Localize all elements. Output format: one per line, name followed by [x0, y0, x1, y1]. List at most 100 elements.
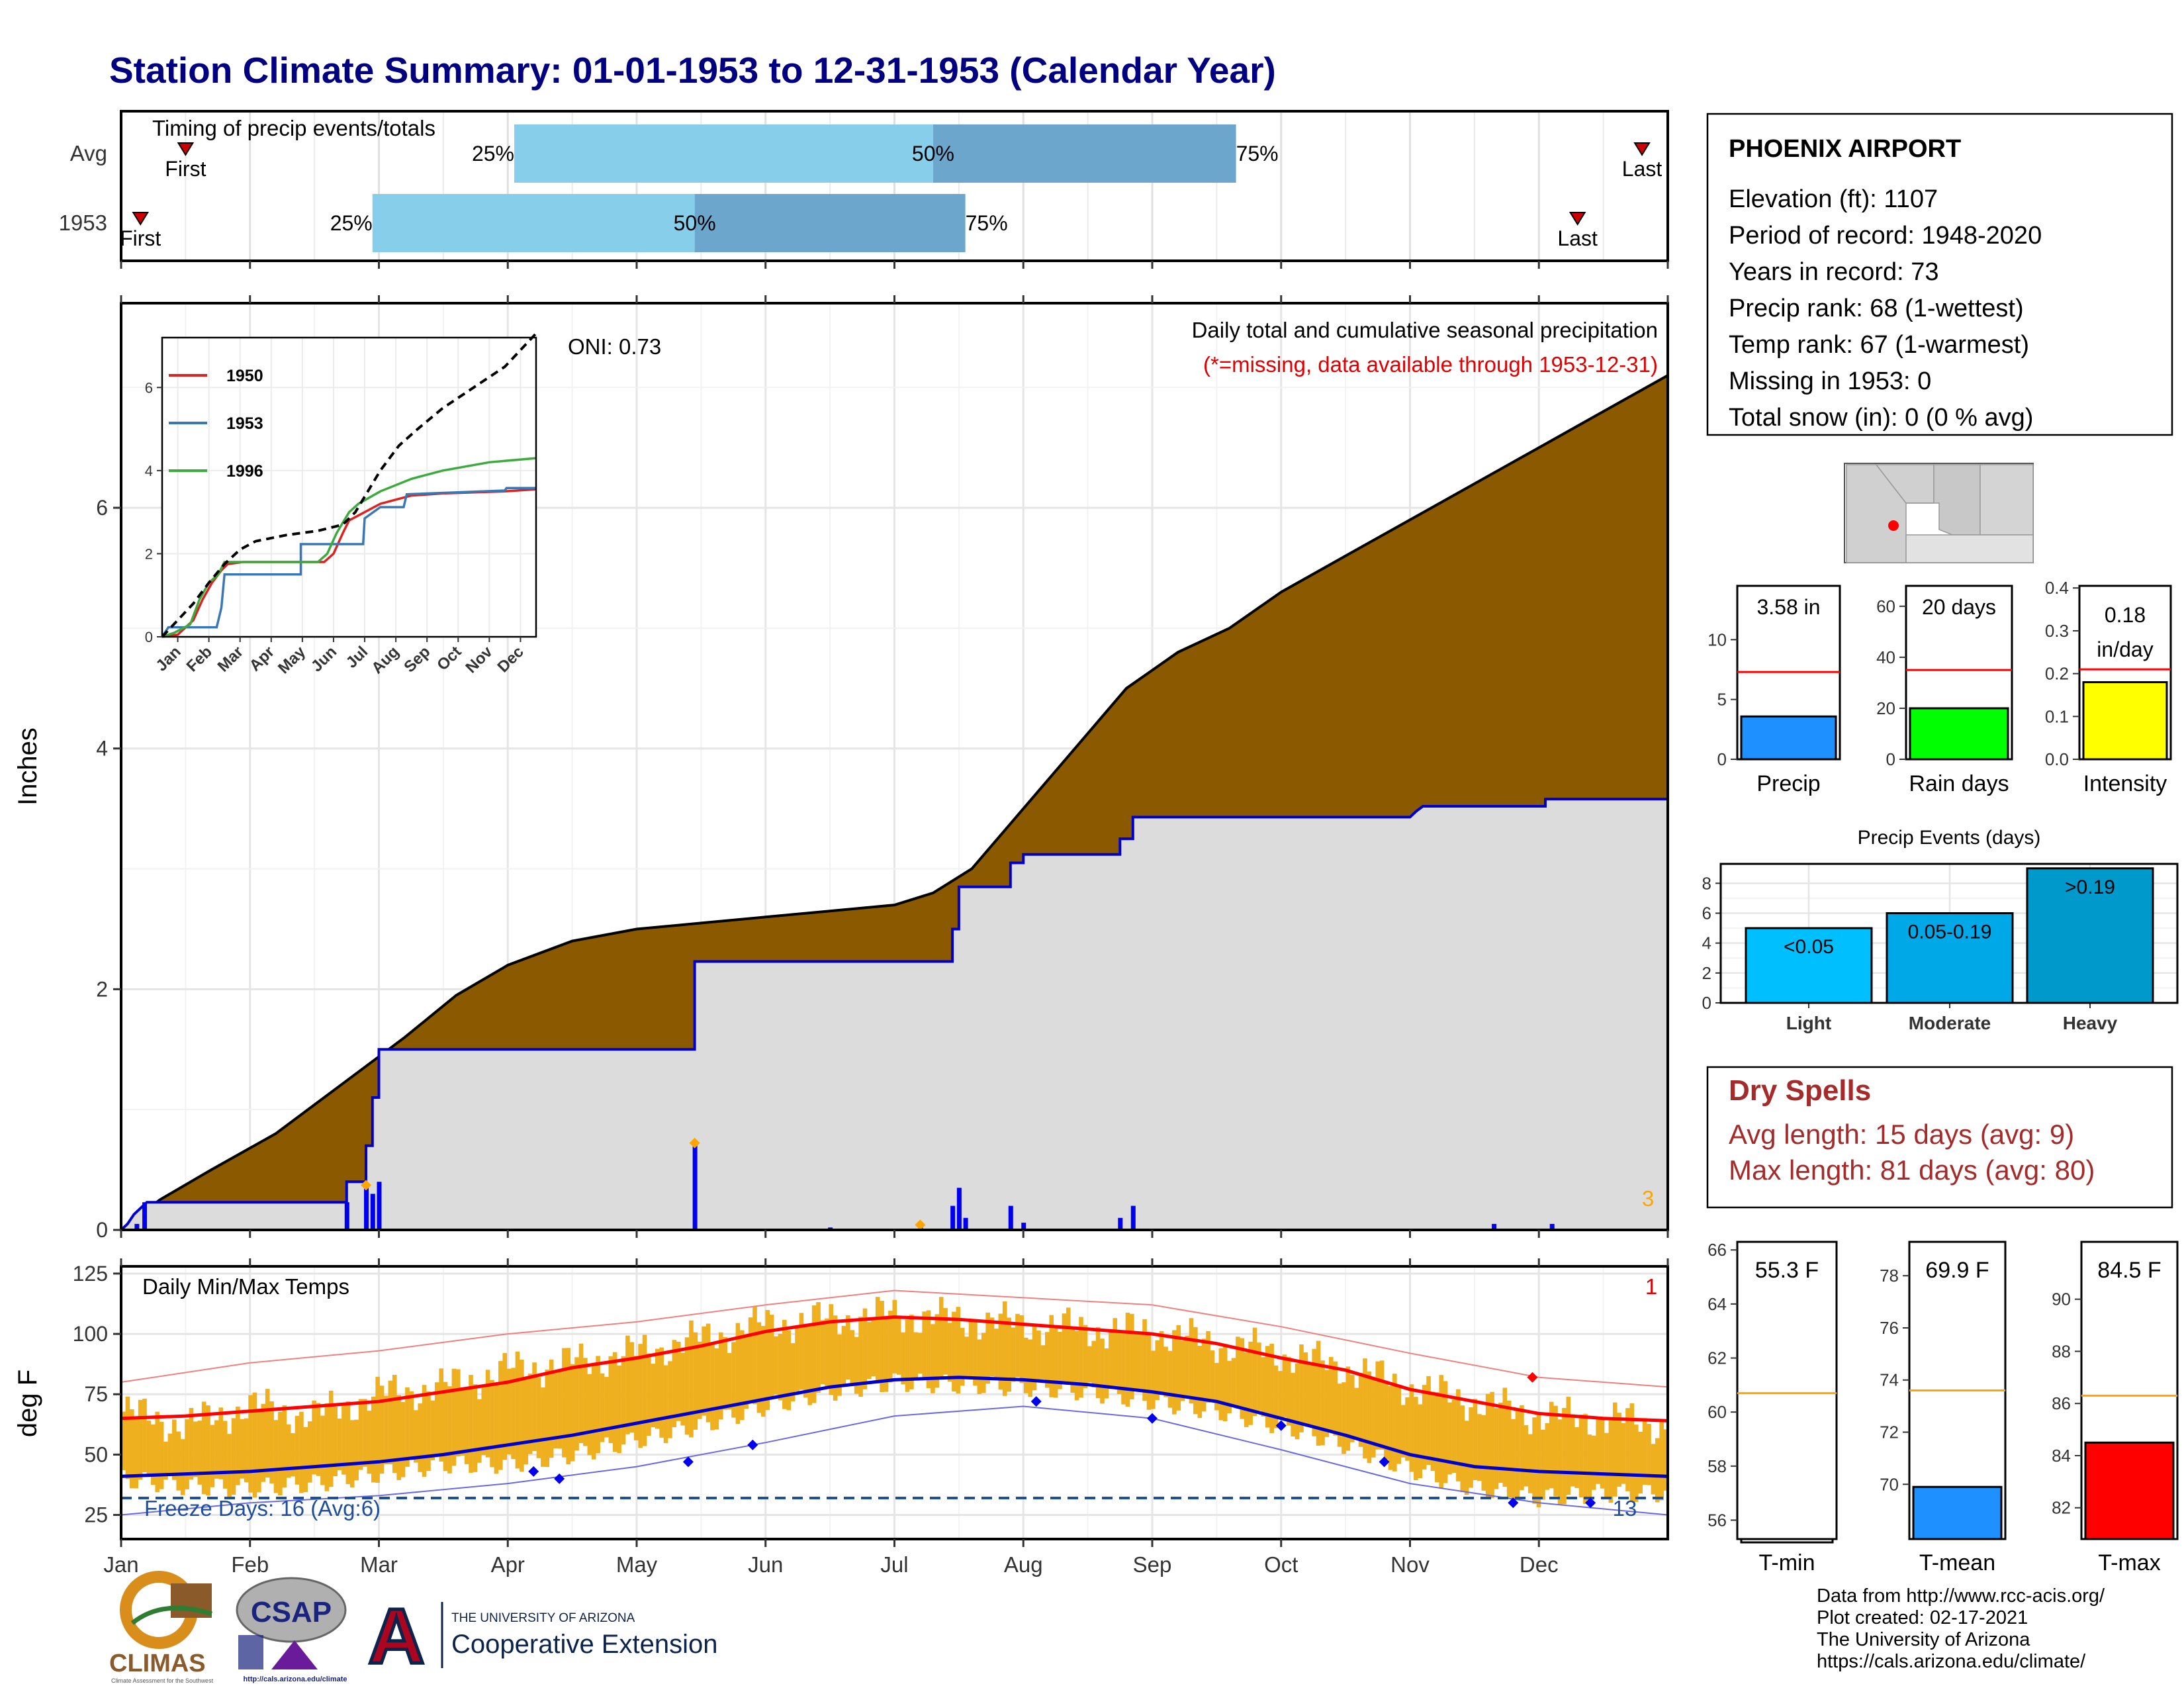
daily-temp-bar [566, 1348, 571, 1465]
year-cumulative-area [121, 799, 1668, 1230]
daily-temp-bar [545, 1369, 550, 1468]
daily-temp-bar [880, 1301, 884, 1392]
daily-temp-bar [549, 1359, 554, 1458]
precip-bar-tick-label: 0.3 [2045, 621, 2069, 641]
daily-temp-bar [1532, 1417, 1537, 1504]
daily-temp-bar [1185, 1335, 1189, 1397]
daily-temp-bar [1121, 1332, 1126, 1405]
daily-temp-bar [748, 1317, 753, 1401]
daily-temp-bar [494, 1383, 499, 1474]
daily-temp-bar [151, 1424, 156, 1485]
daily-temp-bar [1418, 1404, 1423, 1479]
month-tick-label: Dec [1520, 1552, 1559, 1577]
daily-temp-bar [291, 1433, 295, 1477]
precip-bar-fill-2 [2082, 681, 2168, 761]
temp-panel-title: Daily Min/Max Temps [142, 1274, 349, 1299]
daily-temp-bar [1655, 1438, 1660, 1503]
daily-temp-bar [786, 1331, 792, 1411]
daily-temp-bar [570, 1364, 575, 1462]
temp-bar-value-2: 84.5 F [2097, 1258, 2161, 1283]
daily-temp-bar [1520, 1405, 1524, 1491]
daily-temp-bar [405, 1387, 410, 1467]
daily-temp-bar [1058, 1331, 1062, 1389]
inset-y-tick-label: 2 [145, 545, 153, 562]
daily-temp-bar [210, 1425, 215, 1487]
daily-temp-bar [867, 1322, 872, 1380]
daily-temp-bar [973, 1322, 978, 1386]
daily-temp-bar [193, 1421, 198, 1477]
daily-temp-bar [705, 1323, 711, 1423]
daily-temp-bar [829, 1304, 834, 1395]
daily-temp-bar [1248, 1341, 1253, 1425]
timing-label-first: First [120, 226, 161, 250]
daily-temp-bar [295, 1415, 300, 1485]
precip-bar-tick-label: 0.4 [2045, 578, 2069, 598]
daily-temp-bar [1167, 1350, 1173, 1408]
precip-bar-tick-label: 0.1 [2045, 706, 2069, 726]
csap-logo: CSAP http://cals.arizona.edu/climate [236, 1577, 347, 1683]
ua-block-a: A [368, 1593, 424, 1680]
timing-label-50: 50% [912, 142, 954, 165]
daily-temp-bar [825, 1318, 829, 1386]
daily-temp-bar [426, 1391, 431, 1472]
precip-marker [915, 1219, 926, 1231]
daily-temp-bar [1116, 1331, 1122, 1395]
daily-temp-bar [1333, 1361, 1338, 1436]
daily-temp-bar [1049, 1315, 1054, 1397]
daily-temp-bar [1388, 1385, 1393, 1470]
daily-temp-bar [456, 1369, 461, 1457]
daily-temp-bar [1621, 1423, 1626, 1484]
daily-temp-bar [917, 1333, 923, 1374]
daily-temp-bar [214, 1420, 219, 1479]
temp-y-tick-label: 100 [73, 1322, 108, 1346]
temp-bar-value-0: 55.3 F [1755, 1258, 1819, 1283]
daily-temp-bar [846, 1315, 850, 1380]
timing-label-last: Last [1557, 226, 1598, 250]
avg-cumulative-edge [120, 374, 1668, 1231]
daily-temp-bar [278, 1411, 283, 1496]
daily-temp-bar [913, 1332, 919, 1380]
daily-temp-bar [1451, 1399, 1457, 1473]
daily-temp-bar [1494, 1408, 1499, 1489]
daily-temp-bar [1426, 1376, 1431, 1466]
daily-temp-bar [286, 1424, 291, 1478]
daily-temp-bar [142, 1398, 147, 1473]
daily-temp-bar [125, 1396, 130, 1479]
daily-temp-bar [710, 1344, 715, 1430]
dry-spells-avg: Avg length: 15 days (avg: 9) [1729, 1119, 2074, 1150]
daily-temp-bar [977, 1339, 982, 1395]
temp-bar-tick-label: 60 [1707, 1402, 1727, 1422]
daily-temp-bar [371, 1396, 376, 1483]
daily-temp-bar [439, 1368, 444, 1462]
events-bar-label: <0.05 [1784, 936, 1834, 958]
daily-temp-bar [562, 1348, 567, 1458]
daily-temp-bar [735, 1323, 741, 1425]
daily-temp-bar [1100, 1338, 1105, 1404]
daily-temp-bar [1206, 1331, 1210, 1403]
daily-temp-bar [358, 1399, 363, 1470]
daily-temp-bar [557, 1370, 563, 1449]
temp-bar-tick-label: 86 [2052, 1393, 2071, 1413]
daily-temp-bar [172, 1419, 177, 1480]
daily-temp-bar [807, 1326, 813, 1405]
daily-temp-bar [248, 1395, 253, 1493]
station-info-line: Missing in 1953: 0 [1729, 367, 1931, 395]
daily-temp-bar [409, 1391, 414, 1460]
daily-temp-bar [1074, 1331, 1079, 1401]
daily-temp-bar [1358, 1372, 1363, 1447]
daily-temp-bar [943, 1308, 948, 1375]
climas-subtitle: Climate Assessment for the Southwest [111, 1677, 214, 1684]
daily-temp-bar [1612, 1402, 1617, 1497]
daily-temp-bar [413, 1410, 418, 1463]
daily-temp-bar [502, 1353, 508, 1460]
daily-temp-bar [473, 1384, 478, 1472]
freeze-marker [1508, 1497, 1519, 1509]
daily-precip-bar [1492, 1223, 1497, 1230]
daily-temp-bar [1286, 1356, 1291, 1426]
precip-panel: 0 2 4 6 Inches ONI: 0.73 Daily total and cu… [13, 261, 1669, 1242]
daily-temp-bar [392, 1374, 397, 1474]
daily-temp-bar [1447, 1402, 1452, 1475]
daily-temp-bar [163, 1441, 168, 1480]
daily-temp-bar [926, 1310, 931, 1389]
daily-temp-bar [782, 1319, 787, 1409]
